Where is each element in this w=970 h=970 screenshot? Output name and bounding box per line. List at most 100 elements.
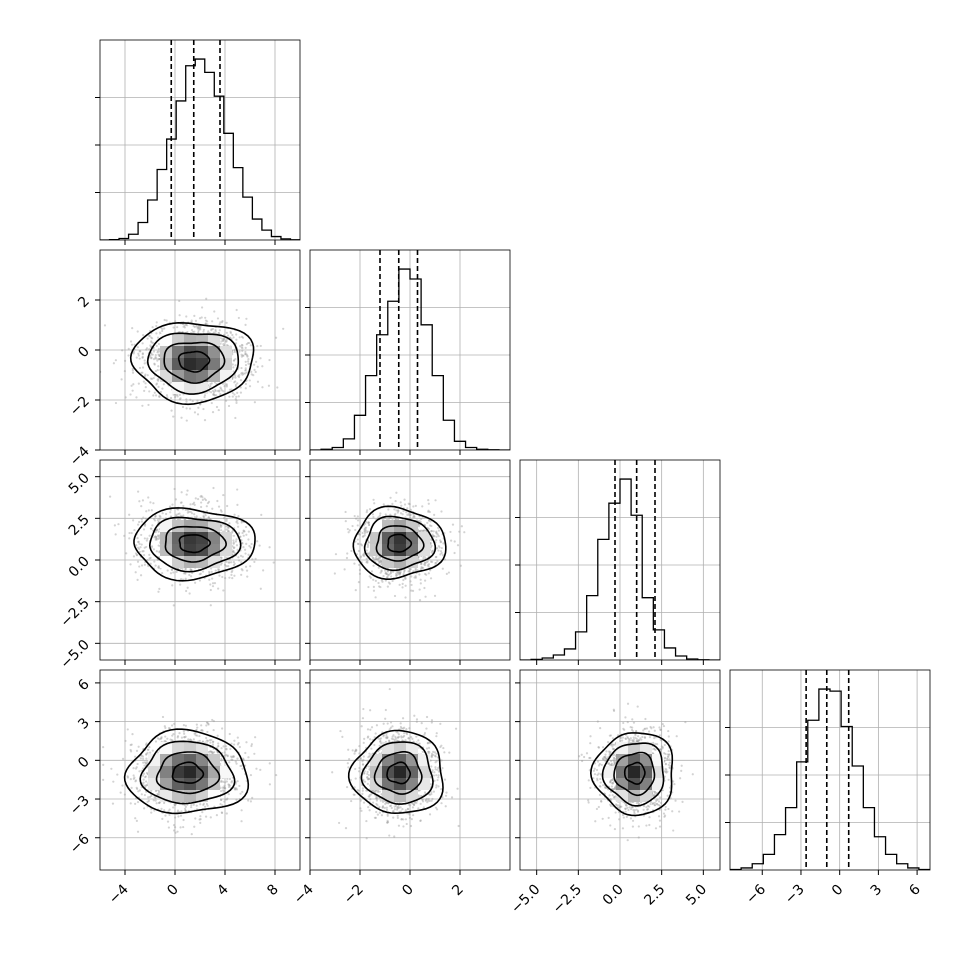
scatter-point [145,753,148,756]
scatter-point [142,528,146,531]
scatter-point [611,737,615,740]
scatter-point [680,764,683,767]
scatter-point [378,556,382,559]
scatter-point [223,385,226,388]
scatter-point [211,389,215,393]
scatter-point [169,515,173,518]
scatter-point [234,358,237,361]
scatter-point [631,819,635,822]
scatter-point [392,816,395,819]
scatter-point [242,529,245,532]
scatter-point [217,568,220,571]
scatter-point [372,585,375,588]
scatter-point [362,801,366,804]
scatter-point [627,737,631,741]
scatter-point [613,762,616,765]
scatter-point [636,740,639,743]
scatter-point [253,368,256,371]
scatter-point [430,524,433,528]
scatter-point [199,325,202,328]
scatter-point [639,737,642,740]
scatter-point [232,563,236,567]
scatter-point [417,794,420,797]
x-tick-label-3: −6 [743,881,769,907]
scatter-point [666,758,669,761]
scatter-point [613,827,617,831]
scatter-point [220,525,223,528]
scatter-point [374,790,377,793]
scatter-point [242,758,245,761]
scatter-point [211,751,214,755]
scatter-point [356,524,359,527]
scatter-point [192,501,196,504]
scatter-point [399,570,402,574]
scatter-point [202,330,205,333]
scatter-point [174,816,177,819]
scatter-point [185,419,188,422]
scatter-point [153,362,156,365]
scatter-point [223,786,226,789]
scatter-point [183,804,186,807]
scatter-point [244,525,248,529]
scatter-point [228,783,231,787]
scatter-point [432,535,435,538]
scatter-point [150,336,153,339]
scatter-point [401,586,404,589]
scatter-point [420,565,423,569]
scatter-point [636,705,639,708]
scatter-point [225,528,228,531]
scatter-point [251,558,254,561]
scatter-point [151,326,154,329]
scatter-point [233,393,236,396]
scatter-point [421,798,424,801]
scatter-point [396,816,399,819]
scatter-point [147,403,150,407]
scatter-point [158,551,161,554]
scatter-point [180,736,184,739]
scatter-point [404,584,407,587]
scatter-point [178,299,181,303]
scatter-point [223,754,226,757]
scatter-point [198,328,201,331]
scatter-point [193,513,196,516]
scatter-point [621,827,625,830]
scatter-point [649,802,652,806]
scatter-point [396,807,399,810]
scatter-point [440,802,443,805]
scatter-point [393,513,396,517]
scatter-point [173,803,176,806]
scatter-point [147,509,150,512]
scatter-point [637,739,640,742]
scatter-point [221,339,225,343]
scatter-point [151,337,154,340]
scatter-point [427,519,431,522]
scatter-point [244,346,247,349]
scatter-point [140,564,144,567]
histogram-1 [310,268,510,450]
scatter-point [193,330,196,333]
scatter-point [344,520,347,523]
scatter-point [435,808,439,811]
scatter-point [259,587,262,590]
scatter-point [157,566,160,569]
scatter-point [429,577,433,580]
scatter-point [211,718,214,722]
scatter-point [225,344,229,347]
scatter-point [139,757,143,760]
scatter-point [221,727,224,730]
scatter-point [382,575,385,578]
scatter-point [583,755,586,759]
scatter-point [129,743,132,747]
scatter-point [421,529,425,532]
scatter-point [239,391,243,394]
scatter-point [373,816,377,819]
scatter-point [364,529,368,532]
scatter-point [177,815,180,818]
scatter-point [363,534,366,537]
scatter-point [143,374,147,378]
scatter-point [132,777,135,780]
scatter-point [154,514,157,518]
scatter-point [203,419,207,422]
scatter-point [430,544,433,548]
scatter-point [361,787,364,790]
